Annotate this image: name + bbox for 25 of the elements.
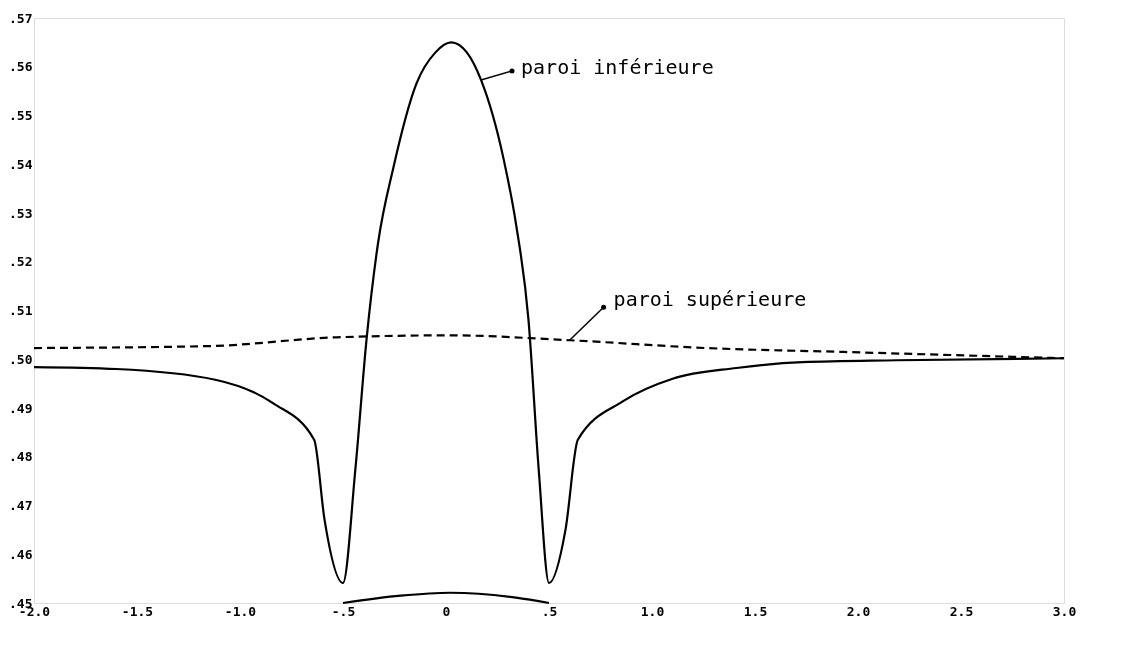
y-tick-label: .51 xyxy=(9,303,33,318)
y-tick-label: .52 xyxy=(9,254,33,270)
x-tick-label: 3.0 xyxy=(1052,603,1077,619)
x-tick-label: 1.0 xyxy=(640,603,665,619)
x-tick-label: 0 xyxy=(442,603,451,619)
annotation: paroi inférieure xyxy=(521,54,714,79)
y-tick-label: .55 xyxy=(9,108,33,123)
x-tick-label: 2.5 xyxy=(949,603,974,619)
y-tick-label: .48 xyxy=(9,449,33,465)
y-tick-label: .54 xyxy=(9,156,33,172)
annotation: paroi supérieure xyxy=(613,287,807,312)
x-tick-label: 2.0 xyxy=(846,603,871,619)
x-tick-label: .5 xyxy=(541,603,558,619)
y-tick-label: .53 xyxy=(9,205,33,221)
x-tick-label: -1.5 xyxy=(121,603,154,619)
y-tick-label: .47 xyxy=(9,498,33,513)
y-tick-label: .49 xyxy=(9,400,33,416)
y-tick-label: .56 xyxy=(9,59,33,75)
y-tick-label: .50 xyxy=(9,351,33,367)
x-tick-label: -.5 xyxy=(331,603,356,619)
y-tick-label: .57 xyxy=(9,10,33,26)
x-tick-label: -1.0 xyxy=(224,603,257,619)
x-tick-label: 1.5 xyxy=(743,603,768,619)
y-tick-label: .46 xyxy=(9,546,33,562)
line-series xyxy=(341,591,551,605)
